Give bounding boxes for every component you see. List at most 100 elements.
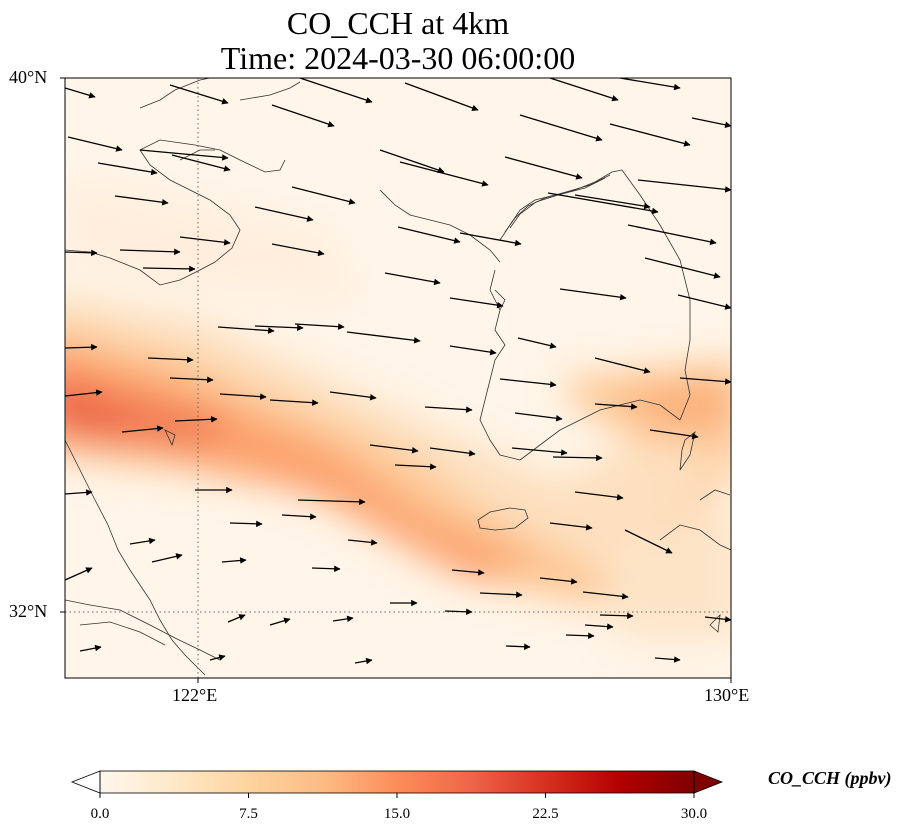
wind-arrow [229,520,263,528]
wind-arrow [449,345,497,356]
wind-arrow [139,149,229,161]
wind-arrow [291,186,356,205]
wind-arrow [549,78,619,102]
wind-arrow [121,425,164,433]
lon-label-122E: 122°E [172,685,218,705]
wind-arrow [379,149,445,174]
wind-arrow [517,337,557,349]
colorbar-extend-max [693,770,724,794]
wind-arrow [297,498,366,506]
wind-arrow [499,378,557,388]
wind-arrow [677,294,731,310]
wind-arrow [397,226,461,244]
wind-arrow [394,463,437,470]
wind-arrow [269,617,291,626]
wind-arrow [119,248,181,256]
wind-arrow [369,444,419,454]
wind-arrow [97,162,158,176]
wind-arrow [169,84,229,105]
wind-arrow [311,565,341,573]
wind-arrow [129,537,156,545]
wind-arrow [254,206,314,222]
wind-vectors [65,78,731,665]
wind-arrow [504,156,583,180]
coastlines [65,78,731,676]
wind-arrow [404,82,479,112]
map-ticks [60,77,732,683]
wind-arrow [354,657,373,665]
wind-arrow [114,195,169,206]
wind-arrow [347,539,378,546]
wind-arrow [217,326,275,334]
colorbar-extend-min [70,770,101,794]
wind-arrow [479,591,523,598]
wind-arrow [65,389,103,397]
wind-arrow [65,567,93,581]
colorbar-gradient [100,771,694,793]
wind-arrow [294,323,345,330]
wind-arrow [565,632,595,640]
wind-arrow [67,136,123,152]
wind-arrow [171,154,231,172]
lat-label-32N: 32°N [9,601,48,621]
colorbar-tick-0: 0.0 [90,806,110,822]
colorbar [70,770,724,798]
wind-arrow [619,78,681,91]
wind-arrow [269,399,319,406]
wind-arrow [459,232,522,247]
wind-arrow [539,577,578,585]
colorbar-tick-1: 7.5 [239,806,258,822]
colorbar-label: CO_CCH (ppbv) [768,768,892,788]
wind-arrow [624,529,673,554]
wind-arrow [594,403,638,410]
wind-arrow [219,393,267,400]
wind-arrow [79,644,102,652]
wind-arrow [332,615,354,623]
gridlines [65,78,731,678]
wind-arrow [649,429,699,440]
wind-arrow [179,236,231,246]
wind-arrow [384,272,441,286]
wind-arrow [444,608,473,616]
lat-label-40N: 40°N [9,67,48,87]
chart-title-line2: Time: 2024-03-30 06:00:00 [220,40,576,76]
wind-arrow [511,447,568,456]
wind-arrow [552,454,603,462]
wind-arrow [399,161,489,187]
wind-arrow [299,78,373,104]
wind-arrow [281,513,317,520]
wind-arrow [505,643,531,651]
wind-arrow [424,406,473,413]
colorbar-tick-2: 15.0 [383,806,411,822]
wind-arrow [644,257,721,279]
wind-arrow [142,265,196,273]
wind-arrow [559,288,627,301]
wind-arrow [547,192,659,215]
wind-arrow [627,224,717,246]
wind-arrow [637,179,731,193]
wind-arrow [65,343,98,351]
concentration-field [65,78,731,678]
wind-arrow [549,522,593,531]
wind-arrow [65,249,98,257]
map-frame [64,77,732,679]
wind-arrow [584,623,614,630]
wind-arrow [514,412,563,422]
wind-arrow [594,357,651,374]
colorbar-tick-4: 30.0 [680,806,708,822]
wind-arrow [679,377,731,385]
wind-arrow [519,114,603,142]
wind-arrow [329,391,377,401]
wind-arrow [147,356,194,363]
colorbar-tick-3: 22.5 [532,806,559,822]
lon-label-130E: 130°E [704,685,750,705]
wind-arrow [599,612,634,620]
wind-arrow [582,591,629,600]
wind-arrow [169,376,214,383]
wind-arrow [449,297,504,309]
wind-arrow [209,654,226,661]
wind-arrow [654,656,681,663]
wind-arrow [254,324,304,332]
wind-arrow [429,447,476,457]
